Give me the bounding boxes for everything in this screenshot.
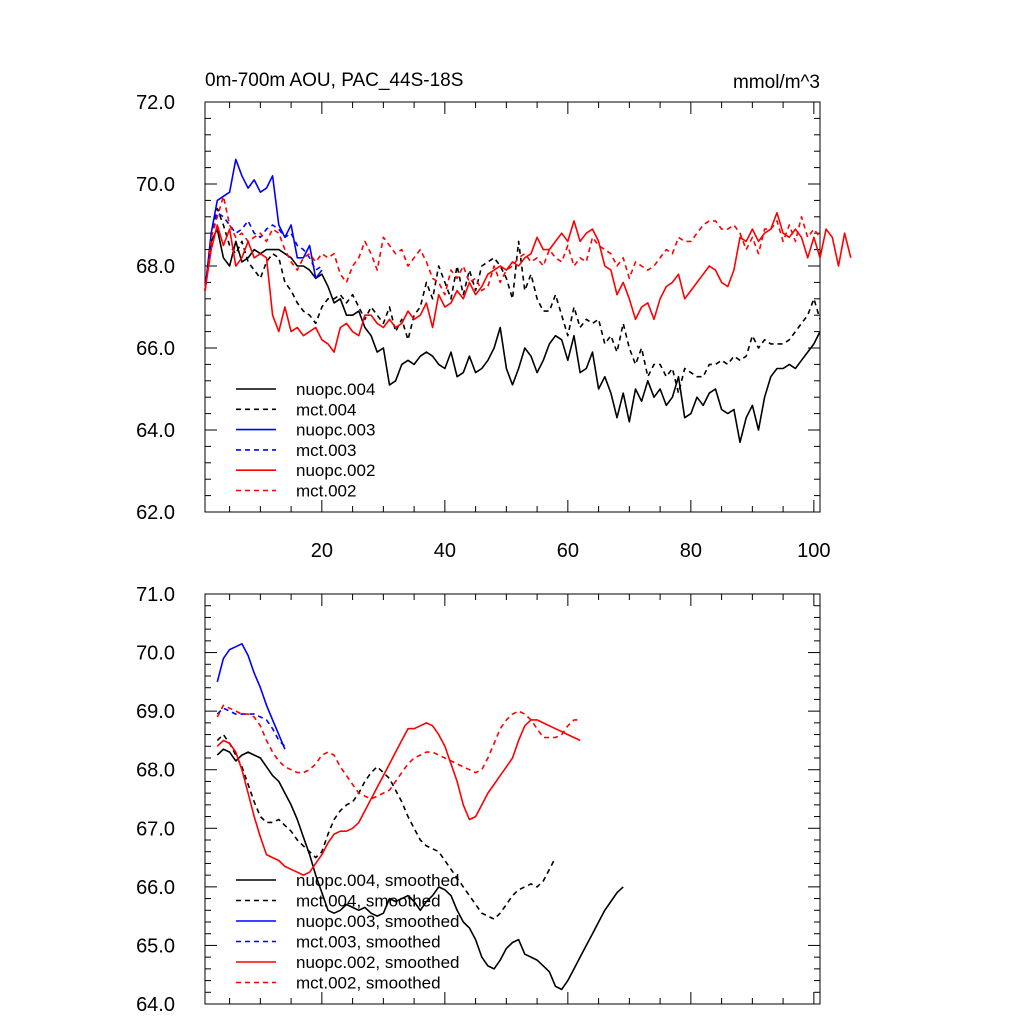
panel1-legend-label-1: nuopc.004: [296, 380, 375, 399]
panel2-legend-label-2: mct.004, smoothed: [296, 892, 441, 911]
panel2-y-tick-label: 70.0: [136, 643, 175, 665]
panel2-legend-label-3: nuopc.003, smoothed: [296, 912, 460, 931]
panel2-y-tick-label: 66.0: [136, 877, 175, 899]
panel1-y-tick-label: 64.0: [136, 420, 175, 442]
panel1-y-tick-label: 62.0: [136, 502, 175, 524]
panel1-series-line-3: [204, 158, 323, 291]
panel2-plot-frame: [204, 593, 821, 1005]
panel2-legend-label-6: mct.002, smoothed: [296, 974, 441, 993]
panel2-legend-label-4: mct.003, smoothed: [296, 933, 441, 952]
panel1-x-tick-label: 100: [797, 540, 830, 562]
panel1-y-tick-label: 68.0: [136, 256, 175, 278]
panel1-series-line-6: [204, 195, 821, 296]
panel1-series-line-5: [204, 211, 852, 353]
panel1-x-tick-label: 40: [434, 540, 456, 562]
panel2-series-line-4: [216, 707, 286, 747]
panel2-y-tick-label: 67.0: [136, 818, 175, 840]
panel1-series-line-4: [204, 211, 323, 291]
panel2-series-line-5: [216, 719, 581, 876]
panel2-y-tick-label: 65.0: [136, 935, 175, 957]
panel1-series-line-2: [204, 207, 821, 394]
panel2-series-line-2: [216, 733, 557, 920]
panel1-legend-label-3: nuopc.003: [296, 421, 375, 440]
panel1-plot-frame: [204, 101, 821, 513]
panel2-series-line-3: [216, 642, 286, 750]
panel2-y-tick-label: 71.0: [136, 584, 175, 606]
panel1-x-tick-label: 20: [311, 540, 333, 562]
panel2-y-tick-label: 68.0: [136, 760, 175, 782]
panel1-series-line-1: [204, 228, 821, 444]
panel1-legend-label-4: mct.003: [296, 441, 356, 460]
panel1-x-tick-label: 60: [557, 540, 579, 562]
panel1-legend-label-5: nuopc.002: [296, 461, 375, 480]
panel1-x-tick-label: 80: [680, 540, 702, 562]
panel2-y-tick-label: 69.0: [136, 701, 175, 723]
units-label: mmol/m^3: [733, 72, 820, 93]
panel2-legend-label-5: nuopc.002, smoothed: [296, 953, 460, 972]
panel2-legend-label-1: nuopc.004, smoothed: [296, 871, 460, 890]
panel1-y-tick-label: 70.0: [136, 174, 175, 196]
panel1-legend-label-6: mct.002: [296, 482, 356, 501]
chart-title: 0m-700m AOU, PAC_44S-18S: [205, 70, 463, 91]
panel1-y-tick-label: 72.0: [136, 92, 175, 114]
panel1-y-tick-label: 66.0: [136, 338, 175, 360]
panel2-y-tick-label: 64.0: [136, 994, 175, 1016]
panel2-series-line-1: [216, 748, 624, 991]
panel1-legend-label-2: mct.004: [296, 400, 356, 419]
